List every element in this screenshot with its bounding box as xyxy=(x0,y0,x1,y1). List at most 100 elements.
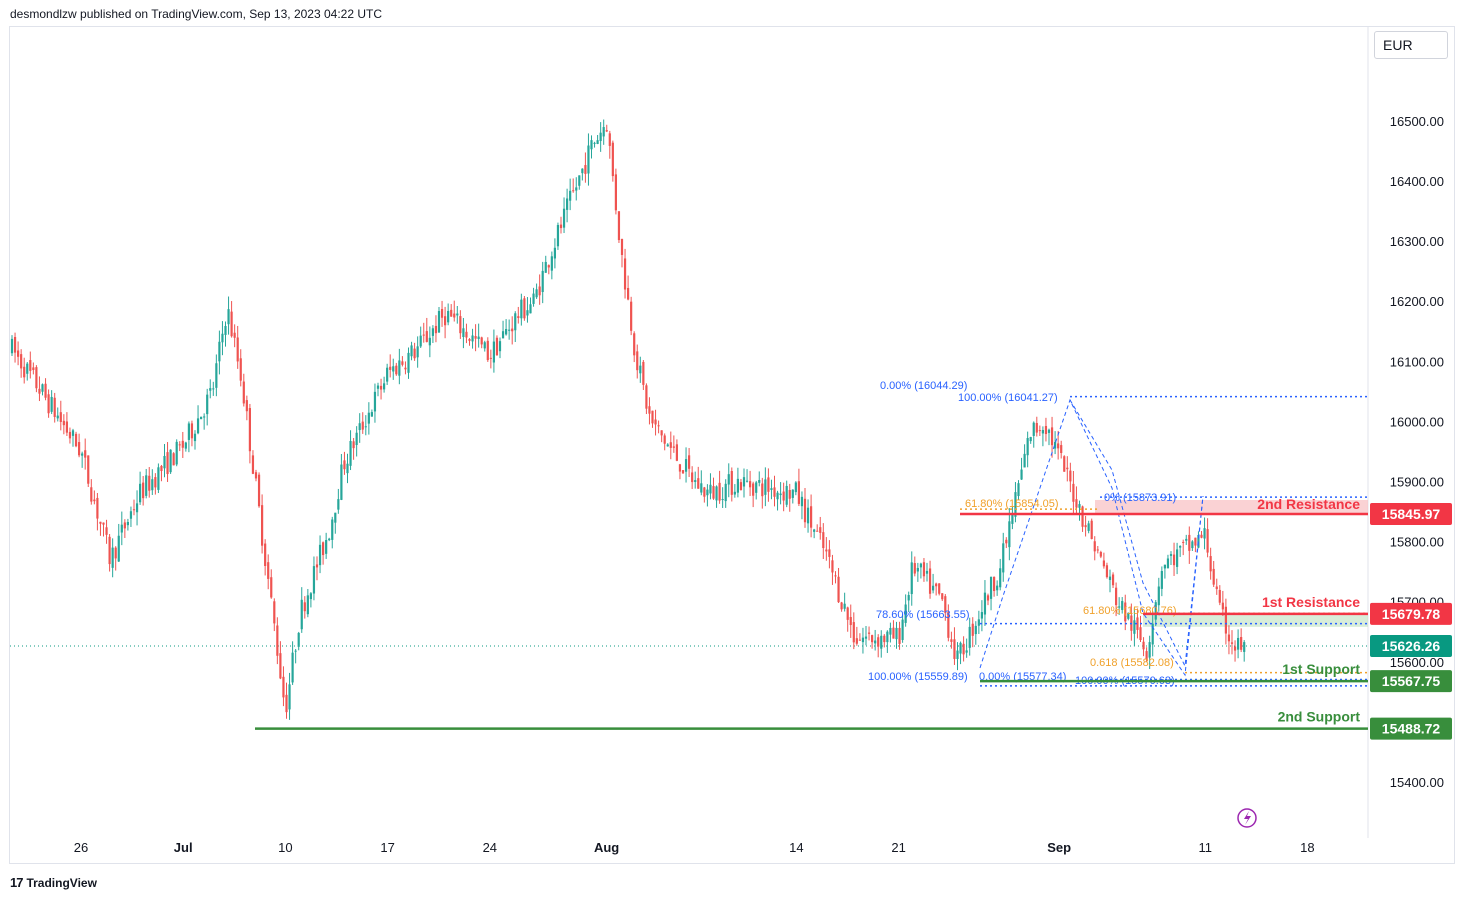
candle-body xyxy=(611,142,614,177)
candle-body xyxy=(767,477,770,492)
candle-body xyxy=(370,412,373,417)
y-tick-label: 16300.00 xyxy=(1390,234,1444,249)
candle-body xyxy=(132,509,136,511)
last-price-tag[interactable] xyxy=(1370,635,1452,658)
candle-body xyxy=(556,224,560,247)
candle-body xyxy=(1215,586,1218,590)
candle-body xyxy=(276,625,279,656)
candle-body xyxy=(889,627,892,635)
candle-body xyxy=(654,419,657,425)
candle-body xyxy=(1032,422,1035,436)
candle-body xyxy=(376,385,380,389)
x-tick-label: 26 xyxy=(74,840,88,855)
candle-body xyxy=(639,365,642,374)
candle-body xyxy=(922,562,926,577)
candle-body xyxy=(1185,538,1188,541)
tradingview-brand[interactable]: 17 TradingView xyxy=(10,875,97,890)
candle-body xyxy=(959,642,962,654)
candle-body xyxy=(1163,564,1166,569)
candle-body xyxy=(968,626,971,648)
level-price-tag[interactable] xyxy=(1370,602,1452,625)
level-price-tag[interactable] xyxy=(1370,502,1452,525)
candle-body xyxy=(633,333,636,356)
lightning-icon[interactable] xyxy=(1237,808,1257,828)
candle-body xyxy=(1227,634,1231,642)
candle-body xyxy=(1029,437,1032,442)
candle-body xyxy=(599,132,602,142)
level-price-tag[interactable] xyxy=(1370,670,1452,693)
candle-body xyxy=(215,363,218,388)
candle-body xyxy=(392,366,395,372)
candle-body xyxy=(428,337,431,346)
candle-body xyxy=(752,483,755,496)
candle-body xyxy=(800,496,804,507)
fib-annotation: 61.80% (15854.05) xyxy=(965,498,1059,510)
brand-name: TradingView xyxy=(26,875,97,890)
x-tick-label: 21 xyxy=(891,840,905,855)
candle-body xyxy=(569,190,572,201)
candle-body xyxy=(337,499,340,510)
candle-body xyxy=(834,575,837,577)
candle-body xyxy=(486,340,489,361)
candle-body xyxy=(721,499,724,501)
candle-body xyxy=(517,316,520,318)
candle-body xyxy=(379,385,383,390)
candle-body xyxy=(175,441,178,465)
candle-body xyxy=(1023,453,1026,468)
x-tick-label: Sep xyxy=(1047,840,1071,855)
candle-body xyxy=(352,441,355,449)
candle-body xyxy=(657,425,660,427)
candle-body xyxy=(1115,587,1118,606)
candle-body xyxy=(514,313,517,331)
x-tick-label: 11 xyxy=(1198,840,1212,855)
candle-body xyxy=(526,310,529,316)
candle-body xyxy=(68,431,72,439)
candle-body xyxy=(135,503,139,513)
candle-body xyxy=(447,310,450,323)
candle-body xyxy=(877,637,880,647)
candle-body xyxy=(1017,483,1020,497)
candle-body xyxy=(459,316,462,334)
candle-body xyxy=(184,442,187,449)
candle-body xyxy=(1182,541,1185,543)
candle-body xyxy=(758,480,761,483)
candle-body xyxy=(102,522,105,525)
currency-selector[interactable]: EUR xyxy=(1374,31,1448,59)
candle-body xyxy=(977,619,980,626)
candle-body xyxy=(50,396,53,412)
candle-body xyxy=(938,583,941,594)
candle-body xyxy=(736,478,739,493)
candle-body xyxy=(267,562,270,579)
candle-body xyxy=(581,168,584,174)
support-zone-1 xyxy=(1143,613,1368,627)
candle-body xyxy=(727,474,730,485)
candle-body xyxy=(325,540,328,554)
candle-body xyxy=(663,435,666,444)
candle-body xyxy=(41,384,44,392)
level-price-tag[interactable] xyxy=(1370,717,1452,740)
candle-body xyxy=(1035,422,1038,433)
candle-body xyxy=(1209,556,1212,572)
candle-body xyxy=(169,449,172,473)
candle-body xyxy=(544,261,547,273)
candle-body xyxy=(99,521,102,524)
candle-body xyxy=(538,286,541,296)
candle-body xyxy=(1111,574,1115,586)
candle-body xyxy=(697,478,700,489)
y-tick-label: 15800.00 xyxy=(1390,535,1444,550)
chart-frame xyxy=(9,26,1455,864)
candle-body xyxy=(1200,534,1203,538)
candle-body xyxy=(1041,430,1044,434)
candle-body xyxy=(148,475,151,491)
candle-body xyxy=(10,338,14,354)
candle-body xyxy=(1099,551,1102,557)
candle-body xyxy=(483,342,486,349)
candle-body xyxy=(453,313,456,318)
candle-body xyxy=(129,511,133,519)
y-tick-label: 15900.00 xyxy=(1390,475,1444,490)
candle-body xyxy=(212,388,215,390)
candle-body xyxy=(285,694,288,713)
candle-body xyxy=(730,470,733,495)
candle-body xyxy=(434,325,438,334)
